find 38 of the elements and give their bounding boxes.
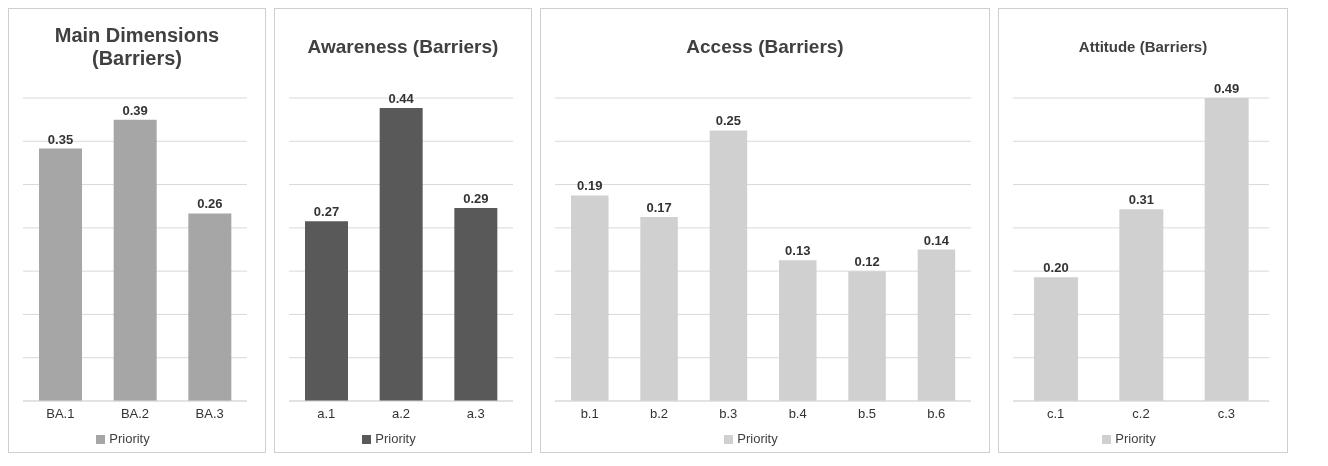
legend-label: Priority <box>737 431 778 446</box>
x-tick-label: a.3 <box>466 406 485 422</box>
data-label: 0.31 <box>1128 192 1154 208</box>
data-label: 0.35 <box>47 131 74 147</box>
x-tick-label: BA.1 <box>46 406 75 422</box>
x-tick-label: b.6 <box>927 406 946 422</box>
x-tick-label: BA.2 <box>120 406 150 422</box>
data-label: 0.19 <box>577 178 603 194</box>
data-label: 0.29 <box>463 190 489 206</box>
data-label: 0.14 <box>923 232 950 248</box>
data-label: 0.49 <box>1214 81 1240 96</box>
x-tick-label: c.1 <box>1046 406 1065 422</box>
chart-title: Access (Barriers) <box>686 35 844 58</box>
data-label: 0.12 <box>854 254 880 270</box>
x-tick-label: a.2 <box>391 406 411 422</box>
x-tick-label: b.5 <box>857 406 877 422</box>
x-tick-label: b.3 <box>719 406 738 422</box>
chart-title: Main Dimensions (Barriers) <box>53 23 221 70</box>
data-label: 0.39 <box>122 102 148 118</box>
legend-label: Priority <box>109 431 150 446</box>
data-label: 0.25 <box>715 113 742 129</box>
x-tick-label: b.1 <box>580 406 599 422</box>
data-label: 0.20 <box>1043 260 1069 276</box>
data-label: 0.13 <box>785 243 811 259</box>
x-tick-label: b.2 <box>649 406 669 422</box>
x-tick-label: BA.3 <box>195 406 224 422</box>
legend-label: Priority <box>375 431 416 446</box>
data-label: 0.26 <box>197 196 223 212</box>
x-tick-label: c.2 <box>1132 406 1150 422</box>
data-label: 0.17 <box>646 200 672 216</box>
x-tick-label: c.3 <box>1217 406 1236 422</box>
chart-title: Attitude (Barriers) <box>1078 38 1208 55</box>
chart-title: Awareness (Barriers) <box>307 35 499 58</box>
data-label: 0.44 <box>388 90 415 106</box>
data-label: 0.27 <box>313 204 340 220</box>
x-tick-label: b.4 <box>788 406 807 422</box>
x-tick-label: a.1 <box>317 406 336 422</box>
legend-label: Priority <box>1115 431 1156 446</box>
